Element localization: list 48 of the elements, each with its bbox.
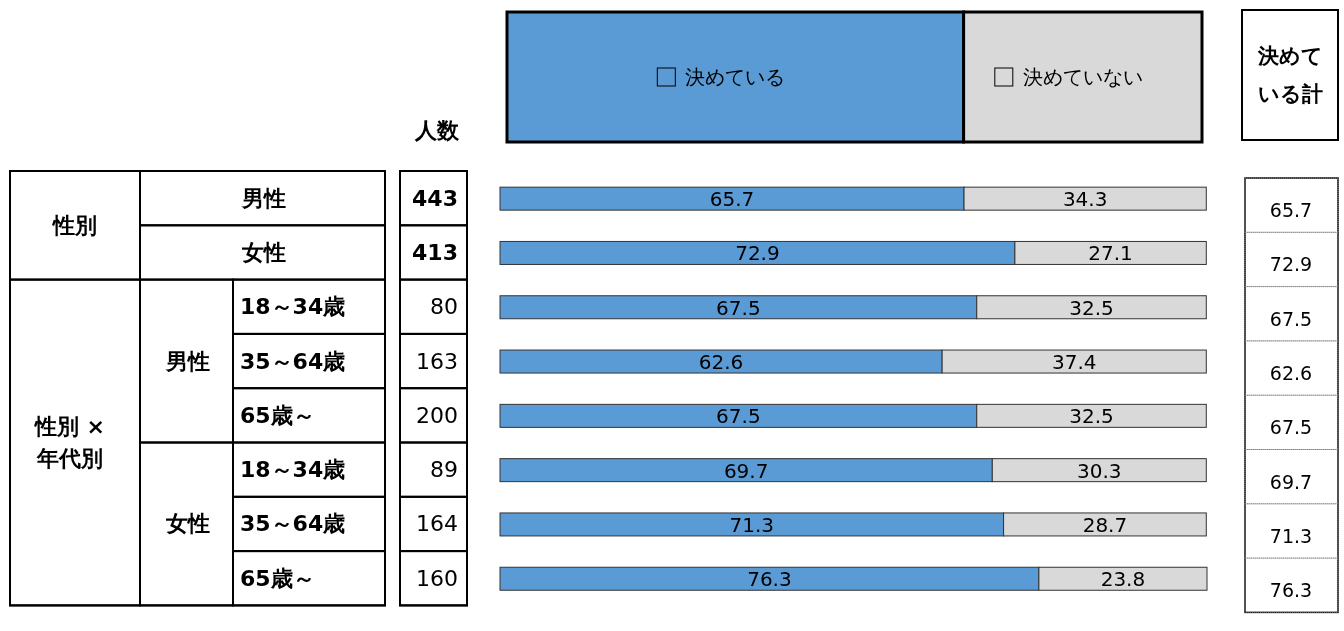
text: 89: [430, 457, 458, 483]
y-tick-label: 65歳～: [240, 402, 315, 428]
annotation: 67.5: [716, 404, 761, 429]
y-tick-label: 35～64歳: [240, 348, 346, 374]
text: 160: [416, 565, 458, 591]
data-label: 37.4: [1051, 350, 1097, 375]
text: 女性: [165, 511, 210, 537]
data-label: 71.3: [1269, 524, 1313, 547]
y-tick-label: 男性: [241, 185, 286, 211]
annotation: 65.7: [709, 187, 755, 212]
text: 443: [412, 185, 458, 211]
data-label: 67.5: [1269, 307, 1313, 330]
text: 決めている計: [1256, 44, 1323, 106]
text: 性別 × 年代別: [32, 414, 106, 471]
annotation: 67.5: [716, 295, 761, 320]
data-label: 34.3: [1062, 187, 1108, 212]
data-label: 28.7: [1082, 512, 1128, 537]
text: 80: [430, 294, 458, 320]
annotation: 76.3: [747, 567, 792, 592]
text: 163: [416, 348, 458, 374]
data-label: 27.1: [1088, 241, 1133, 266]
text: 200: [416, 402, 458, 428]
y-tick-label: 65歳～: [240, 565, 315, 591]
data-label: 23.8: [1100, 567, 1146, 592]
data-label: 67.5: [1269, 416, 1313, 439]
annotation: 71.3: [729, 512, 775, 537]
legend-label: 決めている: [685, 65, 786, 89]
data-label: 32.5: [1069, 404, 1114, 429]
data-label: 32.5: [1069, 295, 1114, 320]
y-tick-label: 35～64歳: [240, 511, 346, 537]
text: 164: [416, 511, 458, 537]
legend-label: 決めていない: [1022, 65, 1143, 89]
data-label: 69.7: [1269, 470, 1313, 493]
data-label: 30.3: [1077, 458, 1122, 483]
annotation: 62.6: [698, 350, 744, 375]
text: 413: [412, 239, 458, 265]
y-tick-label: 18～34歳: [240, 457, 346, 483]
annotation: 72.9: [735, 241, 780, 266]
data-label: 72.9: [1269, 253, 1313, 276]
data-label: 62.6: [1269, 362, 1313, 385]
data-label: 65.7: [1269, 199, 1313, 222]
text: 人数: [414, 117, 460, 143]
y-tick-label: 18～34歳: [240, 294, 346, 320]
annotation: 69.7: [723, 458, 769, 483]
text: 性別: [51, 212, 97, 238]
text: 男性: [165, 348, 210, 374]
y-tick-label: 女性: [241, 239, 286, 265]
data-label: 76.3: [1269, 579, 1313, 602]
